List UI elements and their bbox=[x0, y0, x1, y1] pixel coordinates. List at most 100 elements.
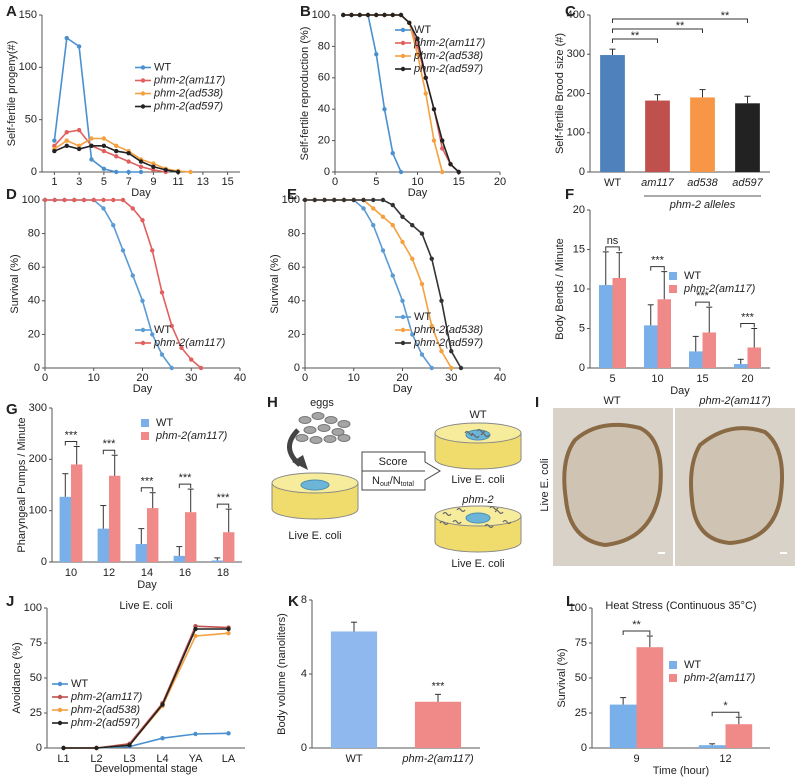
point bbox=[380, 197, 386, 203]
point bbox=[429, 256, 434, 261]
x-axis-label: Day bbox=[393, 383, 413, 395]
point bbox=[130, 273, 135, 278]
bar bbox=[59, 496, 71, 562]
point bbox=[64, 138, 69, 143]
point bbox=[357, 12, 362, 18]
x-tick-label: 0 bbox=[332, 176, 338, 188]
point bbox=[410, 256, 415, 261]
panel-letter: I bbox=[535, 394, 539, 411]
bar bbox=[645, 100, 670, 172]
point bbox=[72, 197, 77, 203]
point bbox=[101, 166, 107, 172]
y-tick-label: 100 bbox=[22, 194, 40, 206]
y-tick-label: 20 bbox=[573, 204, 585, 216]
worm bbox=[494, 509, 504, 515]
series-line bbox=[63, 628, 229, 749]
egg bbox=[295, 434, 309, 442]
point bbox=[179, 345, 184, 351]
y-tick-label: 0 bbox=[579, 362, 585, 374]
worm bbox=[502, 519, 512, 525]
y-tick-label: 20 bbox=[288, 328, 300, 340]
legend-label: phm-2(ad597) bbox=[70, 717, 140, 729]
point bbox=[52, 143, 57, 149]
point bbox=[81, 197, 87, 203]
point bbox=[130, 206, 135, 211]
y-tick-label: 50 bbox=[30, 672, 42, 684]
significance: *** bbox=[741, 311, 755, 323]
legend-label: phm-2(ad538) bbox=[70, 704, 140, 716]
worm bbox=[470, 433, 480, 439]
point bbox=[169, 365, 174, 371]
point bbox=[302, 197, 308, 203]
bar bbox=[599, 285, 613, 368]
y-tick-label: 100 bbox=[567, 127, 585, 139]
bar bbox=[97, 528, 109, 562]
x-tick-label: L1 bbox=[57, 753, 69, 765]
egg bbox=[311, 412, 325, 420]
point bbox=[111, 223, 116, 228]
x-tick-label: 10 bbox=[651, 373, 663, 385]
y-tick-label: 75 bbox=[575, 637, 587, 649]
point bbox=[374, 52, 379, 57]
x-axis-label: Day bbox=[670, 385, 690, 397]
legend-label: phm-2(am117) bbox=[153, 337, 226, 349]
x-tick-label: 10 bbox=[348, 372, 360, 384]
egg bbox=[337, 434, 351, 442]
point bbox=[407, 20, 412, 26]
diagram-label: eggs bbox=[310, 397, 334, 409]
y-tick-label: 0 bbox=[294, 362, 300, 374]
egg bbox=[337, 420, 351, 428]
significance: ns bbox=[607, 235, 619, 247]
y-tick-label: 0 bbox=[579, 166, 585, 178]
point bbox=[64, 130, 69, 135]
point bbox=[423, 91, 428, 96]
series-line bbox=[53, 129, 166, 173]
y-tick-label: 50 bbox=[575, 672, 587, 684]
legend-marker bbox=[400, 340, 406, 346]
x-tick-label: 20 bbox=[396, 372, 408, 384]
bar bbox=[330, 631, 378, 748]
point bbox=[390, 202, 395, 208]
x-tick-label: 20 bbox=[494, 176, 506, 188]
point bbox=[127, 743, 132, 748]
point bbox=[429, 323, 434, 329]
bar bbox=[734, 364, 748, 368]
point bbox=[449, 365, 454, 371]
y-tick-label: 8 bbox=[301, 594, 307, 606]
y-tick-label: 200 bbox=[29, 453, 47, 465]
point bbox=[365, 12, 371, 18]
y-tick-label: 0 bbox=[31, 166, 37, 178]
point bbox=[419, 281, 425, 287]
significance-bracket bbox=[612, 28, 703, 33]
point bbox=[89, 136, 94, 141]
point bbox=[440, 169, 445, 175]
point bbox=[415, 52, 420, 57]
diagram-label: Live E. coli bbox=[288, 530, 341, 542]
point bbox=[101, 197, 106, 203]
point bbox=[114, 143, 119, 149]
bar bbox=[636, 647, 664, 748]
bar bbox=[223, 532, 235, 562]
x-tick-label: L3 bbox=[123, 753, 135, 765]
bar bbox=[747, 347, 761, 368]
point bbox=[390, 223, 395, 228]
y-axis-label: Survival (%) bbox=[556, 648, 568, 707]
significance-bracket bbox=[740, 323, 755, 328]
point bbox=[42, 197, 48, 203]
legend-marker bbox=[140, 327, 146, 333]
point bbox=[61, 745, 66, 751]
x-tick-label: 5 bbox=[101, 176, 107, 188]
point bbox=[390, 12, 395, 18]
legend-label: phm-2(am117) bbox=[153, 74, 226, 86]
x-tick-label: 15 bbox=[222, 176, 234, 188]
y-tick-label: 200 bbox=[567, 87, 585, 99]
x-tick-label: 30 bbox=[185, 372, 197, 384]
point bbox=[398, 12, 404, 18]
y-axis-label: Pharyngeal Pumps / Minute bbox=[16, 417, 28, 552]
y-tick-label: 100 bbox=[24, 602, 42, 614]
significance-bracket bbox=[612, 38, 658, 43]
legend-label: WT bbox=[71, 678, 88, 690]
legend-swatch bbox=[669, 661, 677, 669]
point bbox=[458, 365, 464, 371]
point bbox=[114, 154, 119, 159]
